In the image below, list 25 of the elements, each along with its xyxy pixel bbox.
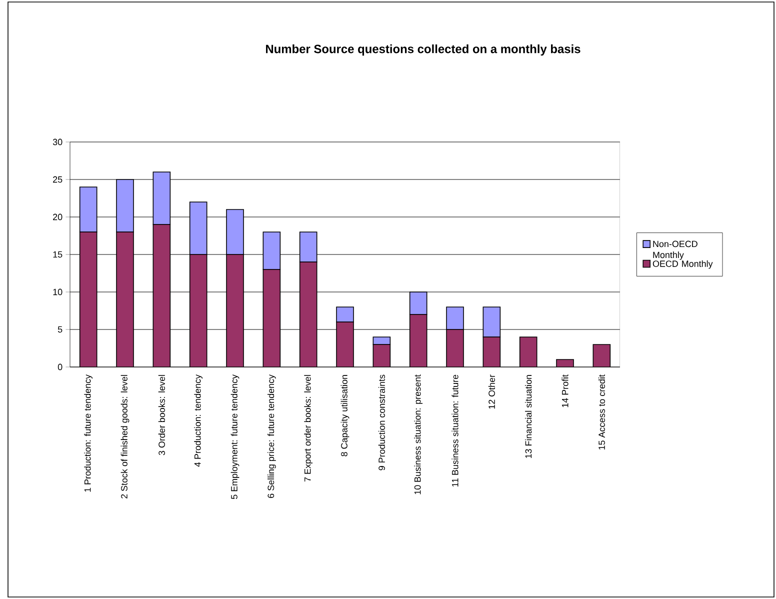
x-tick-label: 11 Business situation: future [452,374,458,487]
y-tick-label: 10 [53,288,62,296]
x-tick-label: 14 Profit [562,374,568,408]
x-tick-label: 8 Capacity utilisation [340,375,350,456]
x-tick-label: 4 Production: tendency [194,374,203,467]
x-tick-label: 2 Stock of finished goods: level [120,375,130,498]
legend-label: OECD Monthly [652,260,713,269]
y-tick-label: 5 [58,326,62,333]
x-tick-label: 1 Production: future tendency [84,374,93,492]
chart-title: Number Source questions collected on a monthly basis [266,44,580,56]
x-tick-label: 10 Business situation: present [414,374,423,494]
y-tick-label: 25 [53,176,62,183]
y-tick-label: 30 [52,138,62,146]
x-tick-label: 15 Access to credit [598,374,605,450]
x-tick-label: 13 Financial situation [525,375,532,458]
y-tick-label: 20 [53,214,62,220]
legend-label: Non-OECD Monthly [653,240,698,260]
x-tick-label: 9 Production constraints [378,374,385,470]
x-tick-label: 3 Order books: level [158,375,165,456]
x-tick-label: 7 Export order books: level [304,375,313,482]
y-tick-label: 15 [53,251,62,258]
x-tick-label: 12 Other [488,374,495,409]
x-tick-label: 5 Employment: future tendency [230,374,240,499]
x-tick-label: 6 Selling price: future tendency [267,374,276,498]
y-tick-label: 0 [58,364,62,370]
